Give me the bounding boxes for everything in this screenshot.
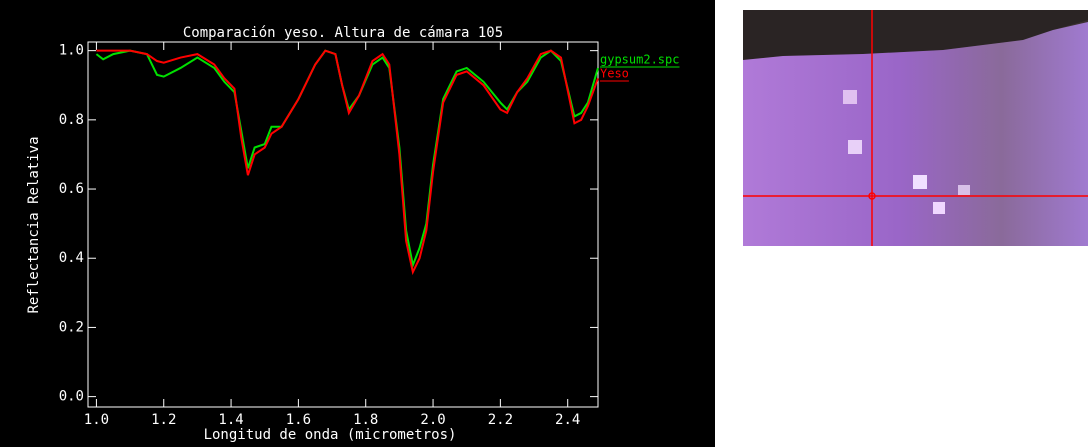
legend-label: Yeso (600, 67, 629, 81)
x-axis-label: Longitud de onda (micrometros) (204, 427, 457, 443)
legend-label: gypsum2.spc (600, 53, 679, 67)
y-axis-label: Reflectancia Relativa (26, 136, 42, 313)
y-tick-label: 0.2 (59, 319, 84, 335)
chart: Comparación yeso. Altura de cámara 105 L… (0, 0, 715, 447)
x-tick-label: 2.0 (420, 412, 445, 428)
series-line (96, 49, 599, 276)
x-tick-label: 1.6 (286, 412, 311, 428)
chart-title: Comparación yeso. Altura de cámara 105 (183, 25, 503, 41)
x-tick-label: 1.8 (353, 412, 378, 428)
y-tick-label: 1.0 (59, 43, 84, 59)
y-tick-label: 0.8 (59, 112, 84, 128)
x-tick-label: 1.0 (84, 412, 109, 428)
plot-frame (87, 41, 599, 408)
camera-image (743, 10, 1088, 246)
x-tick-label: 2.4 (555, 412, 580, 428)
x-tick-label: 1.2 (151, 412, 176, 428)
y-tick-label: 0.4 (59, 250, 84, 266)
x-tick-label: 2.2 (488, 412, 513, 428)
y-tick-label: 0.0 (59, 389, 84, 405)
y-tick-label: 0.6 (59, 181, 84, 197)
x-tick-label: 1.4 (218, 412, 243, 428)
